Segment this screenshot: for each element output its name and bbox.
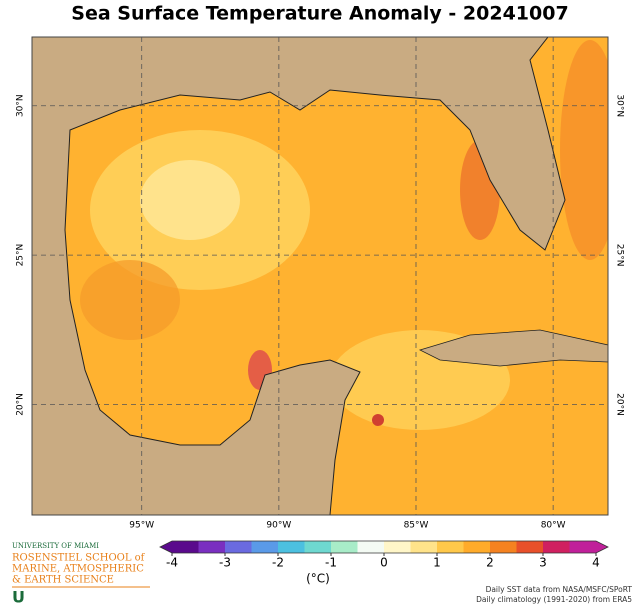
map (31, 36, 609, 516)
lon-tick-label: 85°W (404, 521, 429, 531)
colorbar-tick-label: -3 (219, 556, 231, 570)
colorbar-segment (278, 541, 305, 553)
colorbar-tick-label: 2 (486, 556, 494, 570)
colorbar-segment (410, 541, 438, 553)
colorbar-tick-label: 4 (592, 556, 600, 570)
logo-line: MARINE, ATMOSPHERIC (12, 564, 144, 575)
lon-tick-label: 80°W (541, 521, 566, 531)
lat-tick-label: 25°N (615, 244, 625, 267)
colorbar-segment (172, 541, 199, 553)
colorbar-segment (225, 541, 252, 553)
colorbar-tick-label: -1 (325, 556, 337, 570)
credit: Daily climatology (1991-2020) from ERA5 (476, 595, 632, 604)
title: Sea Surface Temperature Anomaly - 202410… (71, 3, 568, 25)
lat-tick-label: 25°N (16, 244, 26, 267)
lon-tick-label: 95°W (129, 521, 154, 531)
lon-tick-label: 90°W (266, 521, 291, 531)
logo-mark: U (12, 588, 25, 607)
colorbar-segment (543, 541, 570, 553)
colorbar-tick-label: 3 (539, 556, 547, 570)
colorbar-segment (490, 541, 517, 553)
colorbar-extend-high (596, 541, 608, 553)
logo-line: UNIVERSITY OF MIAMI (12, 542, 99, 550)
colorbar-tick-label: 0 (380, 556, 388, 570)
colorbar-tick-label: -2 (272, 556, 284, 570)
colorbar-segment (437, 541, 464, 553)
colorbar-tick-label: 1 (433, 556, 441, 570)
colorbar-segment (569, 541, 597, 553)
colorbar-extend-low (160, 541, 172, 553)
credit: Daily SST data from NASA/MSFC/SPoRT (486, 585, 633, 594)
colorbar-segment (357, 541, 385, 553)
anomaly-texture (80, 40, 608, 430)
lat-tick-label: 20°N (16, 393, 26, 416)
colorbar-segment (463, 541, 491, 553)
colorbar-segment (304, 541, 332, 553)
map-frame (31, 36, 609, 516)
colorbar-segment (251, 541, 279, 553)
colorbar-segment (384, 541, 411, 553)
logo-line: & EARTH SCIENCE (12, 575, 114, 586)
lat-tick-label: 30°N (615, 94, 625, 117)
colorbar-label: (°C) (306, 572, 330, 586)
logo: UNIVERSITY OF MIAMI ROSENSTIEL SCHOOL of… (12, 542, 150, 607)
colorbar-tick-label: -4 (166, 556, 178, 570)
lat-tick-label: 30°N (16, 94, 26, 117)
colorbar-segment (198, 541, 226, 553)
lat-tick-label: 20°N (615, 393, 625, 416)
colorbar-segment (331, 541, 358, 553)
colorbar-segment (516, 541, 544, 553)
logo-line: ROSENSTIEL SCHOOL of (12, 553, 146, 564)
